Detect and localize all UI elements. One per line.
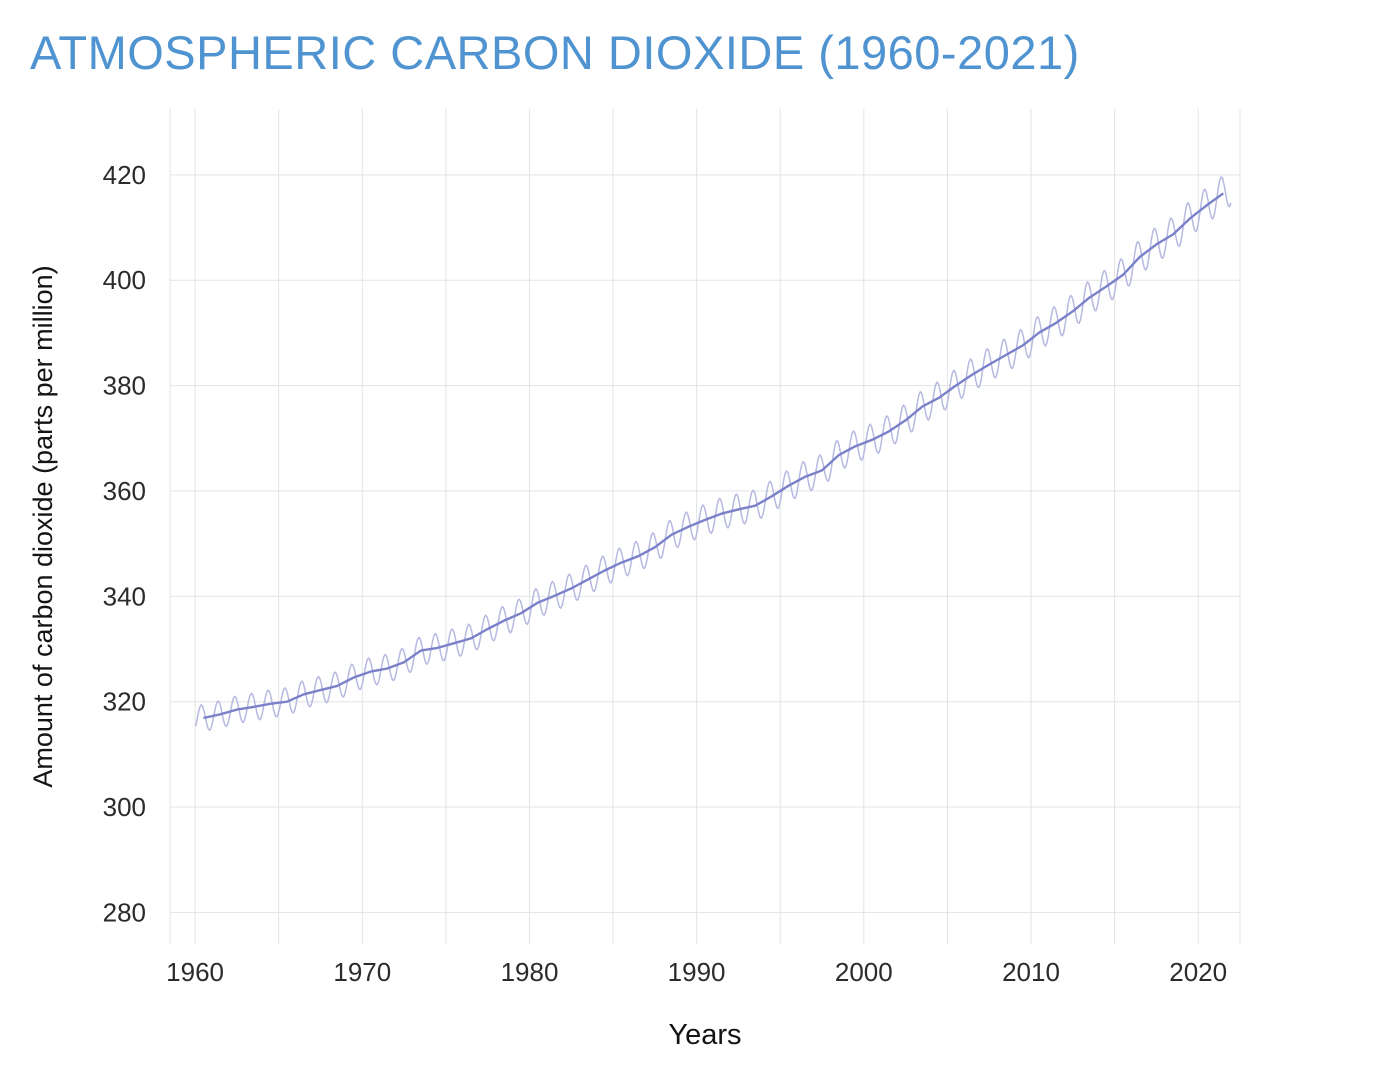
y-tick-label: 420 <box>103 160 146 190</box>
monthly-co2-line <box>195 176 1232 732</box>
annual-trend-co2-line <box>203 192 1225 720</box>
y-tick-label: 360 <box>103 476 146 506</box>
x-tick-label: 2010 <box>1002 957 1060 987</box>
y-axis-label: Amount of carbon dioxide (parts per mill… <box>28 265 58 787</box>
x-tick-label: 1980 <box>501 957 559 987</box>
x-tick-label: 1990 <box>668 957 726 987</box>
x-tick-label: 2020 <box>1169 957 1227 987</box>
y-tick-label: 380 <box>103 371 146 401</box>
co2-line-chart: 1960 1970 1980 1990 2000 2010 2020 280 300 320 340… <box>28 109 1241 1051</box>
y-tick-label: 280 <box>103 897 146 927</box>
y-tick-label: 320 <box>103 687 146 717</box>
y-tick-label: 300 <box>103 792 146 822</box>
x-tick-label: 2000 <box>835 957 893 987</box>
chart-title: ATMOSPHERIC CARBON DIOXIDE (1960-2021) <box>30 26 1080 79</box>
x-tick-label: 1970 <box>333 957 391 987</box>
chart-area: 1960 1970 1980 1990 2000 2010 2020 280 300 320 340… <box>0 84 1374 1074</box>
x-axis-label: Years <box>668 1019 741 1051</box>
x-tick-label: 1960 <box>166 957 224 987</box>
y-tick-label: 400 <box>103 265 146 295</box>
y-tick-label: 340 <box>103 581 146 611</box>
